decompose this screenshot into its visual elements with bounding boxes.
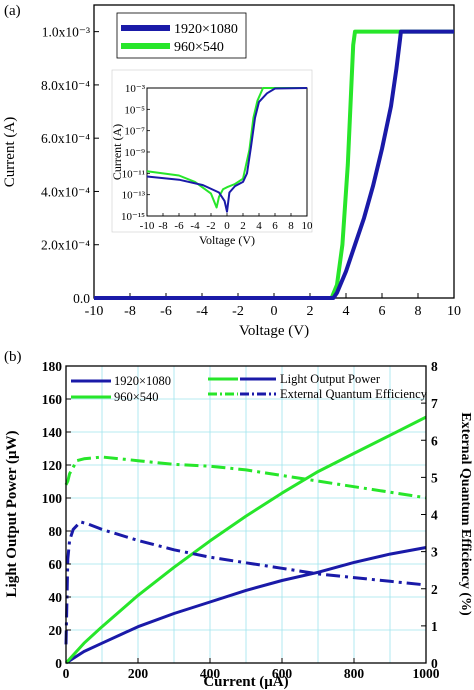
inset-series-1920-1080 [146, 87, 308, 213]
b-y2-tick-label: 8 [431, 359, 438, 374]
b-y2-tick-label: 4 [431, 508, 438, 523]
b-y2-tick-label: 7 [431, 396, 438, 411]
b-x-tick-label: 800 [344, 666, 365, 681]
a-x-tick-label: -2 [232, 304, 244, 319]
inset-y-tick-label: 10⁻⁵ [124, 104, 145, 116]
panel-a: (a) -10 -8 -6 -4 -2 0 2 4 6 8 100.02.0x10⁻⁴4.0x10⁻… [2, 3, 461, 339]
panel-a-x-axis-label: Voltage (V) [239, 323, 309, 339]
panel-a-ticks: -10 -8 -6 -4 -2 0 2 4 6 8 100.02.0x10⁻⁴4.0x10⁻⁴6.0… [41, 25, 461, 319]
inset-x-tick-label: -4 [190, 220, 200, 232]
b-y2-tick-label: 1 [431, 619, 438, 634]
panel-b-lines [64, 415, 427, 665]
a-x-tick-label: 10 [447, 304, 461, 319]
legend-b-label-eqe: External Quantum Efficiency [280, 387, 428, 401]
b-y-tick-label: 160 [42, 392, 63, 407]
inset-x-tick-label: 0 [224, 220, 230, 232]
b-x-tick-label: 0 [63, 666, 70, 681]
inset-x-tick-label: 6 [272, 220, 278, 232]
b-y-tick-label: 20 [49, 623, 63, 638]
b-y-tick-label: 80 [49, 524, 63, 539]
a-x-tick-label: 6 [379, 304, 386, 319]
inset-x-tick-label: -10 [140, 220, 155, 232]
panel-b-y2-axis-label: External Quantum Efficiency (%) [458, 412, 473, 616]
inset-x-tick-label: -8 [158, 220, 168, 232]
b-y-tick-label: 40 [49, 590, 63, 605]
b-y-tick-label: 60 [49, 557, 63, 572]
b-y-tick-label: 120 [42, 458, 63, 473]
a-series-1920-1080 [94, 29, 454, 300]
a-x-tick-label: 4 [343, 304, 350, 319]
inset-background [111, 69, 313, 233]
b-x-tick-label: 400 [200, 666, 221, 681]
inset-chart: -10 -8 -6 -4 -2 0 2 4 6 8 10 10⁻³ 10⁻⁵ 10⁻⁷ 10⁻⁹ 10⁻¹¹ 1… [110, 69, 313, 247]
a-y-tick-label: 2.0x10⁻⁴ [41, 238, 90, 253]
legend-b-label-light-output-power: Light Output Power [280, 372, 381, 386]
panel-b-label: (b) [4, 349, 22, 365]
b-x-tick-label: 1000 [413, 666, 440, 681]
b-series-960-540-light-output-power [64, 415, 427, 665]
a-y-tick-label: 1.0x10⁻³ [42, 25, 90, 40]
a-x-tick-label: 8 [415, 304, 422, 319]
b-y2-tick-label: 6 [431, 433, 438, 448]
b-y2-tick-label: 2 [431, 582, 438, 597]
inset-y-tick-label: 10⁻¹³ [122, 190, 146, 202]
inset-y-tick-label: 10⁻¹⁵ [121, 211, 145, 223]
inset-y-tick-label: 10⁻⁹ [124, 147, 145, 159]
inset-y-tick-label: 10⁻⁷ [124, 126, 145, 138]
inset-y-tick-label: 10⁻¹¹ [122, 168, 145, 180]
a-x-tick-label: 2 [307, 304, 314, 319]
a-y-tick-label: 6.0x10⁻⁴ [41, 131, 90, 146]
inset-x-tick-label: 4 [256, 220, 262, 232]
a-x-tick-label: 0 [271, 304, 278, 319]
inset-x-tick-label: 10 [302, 220, 314, 232]
b-y-tick-label: 0 [55, 656, 62, 671]
b-series-1920-1080-light-output-power [65, 546, 427, 665]
a-x-tick-label: -8 [124, 304, 136, 319]
b-x-tick-label: 600 [272, 666, 293, 681]
inset-y-tick-label: 10⁻³ [125, 83, 146, 95]
inset-x-tick-label: 2 [240, 220, 246, 232]
legend-label-960x540: 960×540 [174, 40, 224, 55]
legend-b-label-1920x1080: 1920×1080 [114, 374, 171, 388]
panel-b: (b) 0 200 400 600 800 10000204060801001201401… [4, 349, 473, 690]
b-y2-tick-label: 3 [431, 545, 438, 560]
b-y-tick-label: 140 [42, 425, 63, 440]
b-series-1920-1080-external-quantum-efficiency [64, 520, 427, 645]
b-y-tick-label: 100 [42, 491, 63, 506]
inset-y-axis-label: Current (A) [110, 124, 124, 180]
panel-a-legend-box [116, 12, 247, 59]
a-series-960-540 [94, 29, 454, 300]
inset-x-tick-label: 8 [288, 220, 294, 232]
b-x-tick-label: 200 [128, 666, 149, 681]
legend-label-1920x1080: 1920×1080 [174, 22, 238, 37]
inset-series-960-540 [146, 87, 307, 209]
b-series-960-540-external-quantum-efficiency [64, 455, 427, 500]
panel-b-ticks: 0 200 400 600 800 100002040608010012014016018… [42, 359, 440, 681]
a-y-tick-label: 0.0 [73, 291, 90, 306]
a-x-tick-label: -10 [85, 304, 104, 319]
b-y-tick-label: 180 [42, 359, 63, 374]
panel-a-lines [94, 29, 454, 300]
panel-a-label: (a) [4, 3, 21, 19]
panel-a-y-axis-label: Current (A) [2, 117, 18, 187]
b-y2-tick-label: 0 [431, 656, 438, 671]
panel-b-legend: 1920×1080 960×540 Light Output Power Ext… [71, 372, 428, 404]
a-x-tick-label: -4 [196, 304, 208, 319]
a-y-tick-label: 4.0x10⁻⁴ [41, 184, 90, 199]
inset-x-axis-label: Voltage (V) [199, 233, 255, 247]
a-x-tick-label: -6 [160, 304, 172, 319]
inset-lines [146, 87, 308, 213]
b-y2-tick-label: 5 [431, 470, 438, 485]
panel-a-legend: 1920×1080 960×540 [116, 12, 247, 59]
inset-x-tick-label: -6 [174, 220, 184, 232]
panel-b-y-axis-label: Light Output Power (μW) [4, 431, 20, 598]
inset-ticks: -10 -8 -6 -4 -2 0 2 4 6 8 10 10⁻³ 10⁻⁵ 10⁻⁷ 10⁻⁹ 10⁻¹¹ 1… [121, 83, 313, 232]
a-y-tick-label: 8.0x10⁻⁴ [41, 78, 90, 93]
inset-x-tick-label: -2 [206, 220, 215, 232]
panel-b-x-axis-label: Current (μA) [203, 674, 288, 690]
legend-b-label-960x540: 960×540 [114, 390, 159, 404]
